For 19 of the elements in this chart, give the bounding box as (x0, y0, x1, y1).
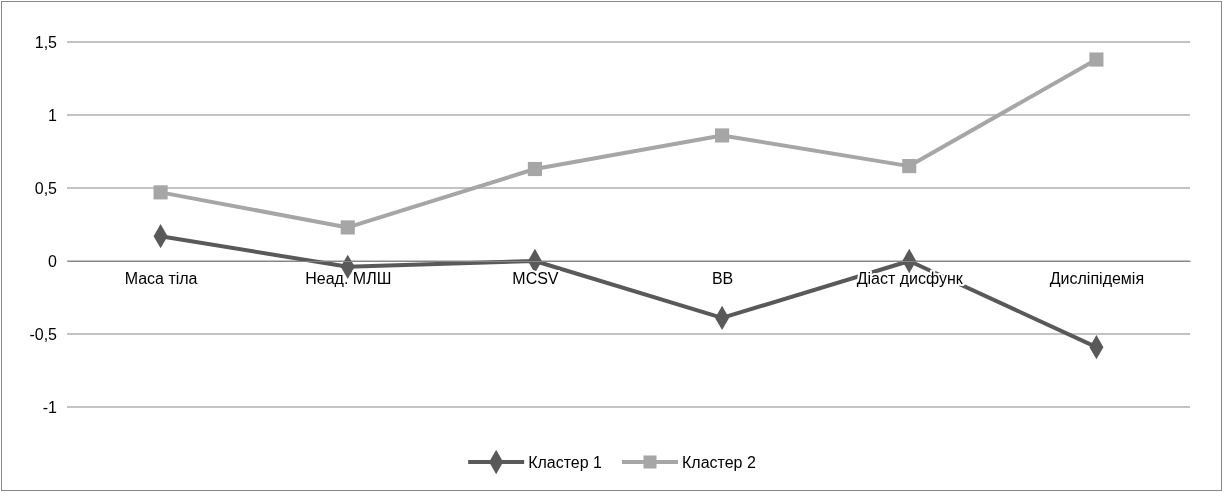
legend-label: Кластер 2 (682, 454, 756, 471)
y-tick-label: 1,5 (34, 33, 58, 51)
y-tick-label: -1 (42, 398, 58, 416)
legend-label: Кластер 1 (528, 454, 603, 471)
y-tick-label: 0 (48, 252, 58, 270)
y-tick-label: -0,5 (29, 325, 58, 343)
point (902, 159, 917, 174)
point (153, 185, 168, 200)
x-tick-label: ВВ (711, 270, 734, 288)
y-tick-label: 0,5 (34, 179, 58, 197)
y-tick-label: 1 (48, 106, 58, 124)
point (527, 161, 542, 177)
point (340, 220, 355, 235)
point (715, 128, 730, 143)
x-tick-label: MCSV (512, 270, 559, 288)
x-tick-label: Маса тіла (124, 270, 198, 288)
point (1089, 52, 1104, 67)
x-tick-label: Дисліпідемія (1049, 270, 1145, 288)
x-tick-label: Неад. МЛШ (305, 270, 392, 288)
